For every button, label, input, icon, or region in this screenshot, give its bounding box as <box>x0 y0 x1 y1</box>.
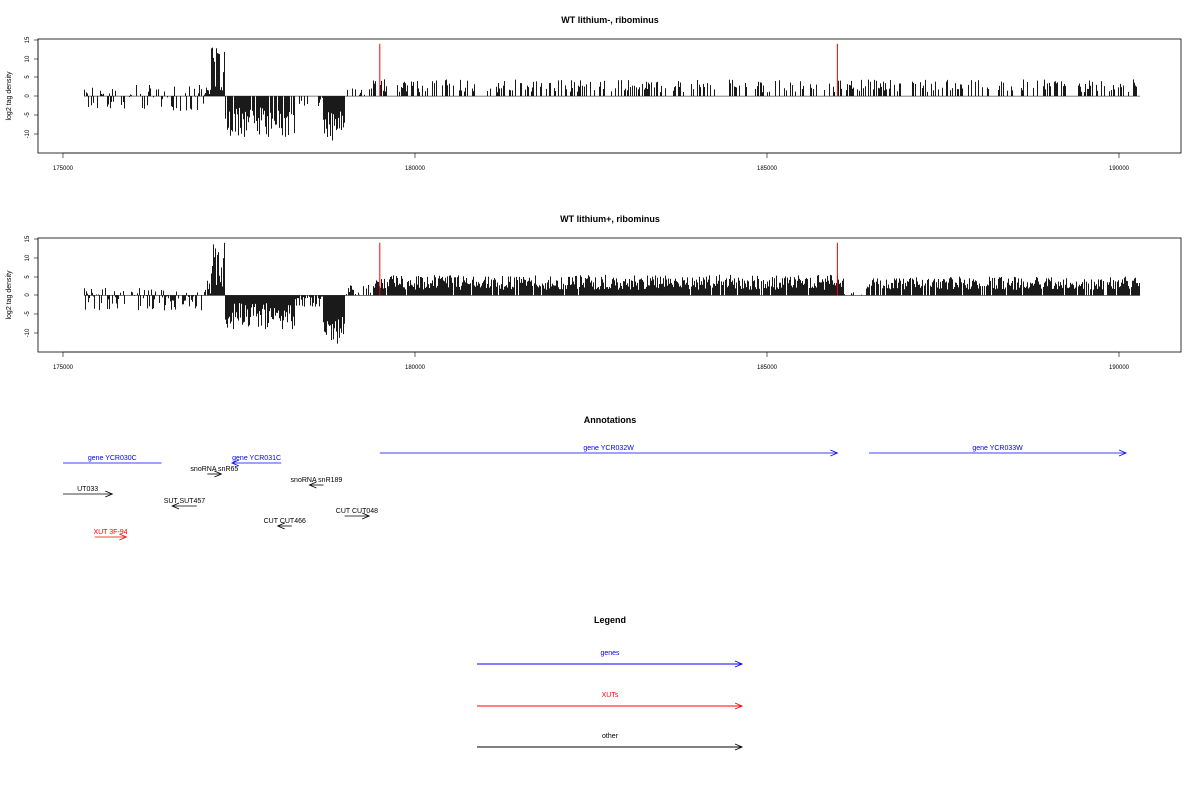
feature-label: snoRNA snR189 <box>291 477 343 484</box>
annotation-feature: UT033 <box>63 486 114 498</box>
arrow-left-icon <box>171 502 180 510</box>
annotation-feature: XUT 3F-94 <box>93 529 128 541</box>
annotation-feature: CUT CUT466 <box>264 518 306 530</box>
x-axis: 175000 180000 185000 190000 <box>53 152 1130 172</box>
x-tick-label: 175000 <box>53 166 74 172</box>
y-axis: 15 10 5 0 -5 -10 log2 tag density <box>6 235 39 337</box>
y-tick-label: 15 <box>25 235 31 242</box>
arrow-right-icon <box>214 470 223 478</box>
x-tick-label: 175000 <box>53 365 74 371</box>
annotations-track: Annotations gene YCR030C gene YCR031C snoR… <box>63 415 1128 541</box>
arrow-right-icon <box>105 490 114 498</box>
legend-label: other <box>602 733 619 740</box>
feature-label: XUT 3F-94 <box>93 529 127 536</box>
feature-label: CUT CUT466 <box>264 518 306 525</box>
legend-label: genes <box>600 650 620 657</box>
arrow-left-icon <box>230 459 240 467</box>
legend-item: other <box>477 733 744 751</box>
feature-label: gene YCR030C <box>88 455 137 462</box>
annotation-feature: snoRNA snR189 <box>291 477 343 489</box>
y-tick-label: 10 <box>25 55 31 62</box>
arrow-right-icon <box>734 702 744 710</box>
y-tick-label: -10 <box>25 328 31 337</box>
y-tick-label: 0 <box>25 293 31 297</box>
y-axis-label: log2 tag density <box>6 71 13 121</box>
annotation-feature: CUT CUT048 <box>336 508 378 520</box>
track-panel-lithium-plus: WT lithium+, ribominus 15 10 5 0 -5 -10 … <box>6 214 1182 371</box>
y-tick-label: 10 <box>25 254 31 261</box>
y-axis: 15 10 5 0 -5 -10 log2 tag density <box>6 36 39 138</box>
x-tick-label: 180000 <box>405 365 426 371</box>
feature-label: SUT SUT457 <box>164 498 206 505</box>
legend-item: XUTs <box>477 692 744 710</box>
track-panel-lithium-minus: WT lithium-, ribominus 15 10 5 0 -5 -10 … <box>6 15 1182 172</box>
legend-label: XUTs <box>602 692 619 699</box>
signal-bars <box>84 242 1141 344</box>
annotation-feature: snoRNA snR65 <box>190 466 238 478</box>
feature-label: snoRNA snR65 <box>190 466 238 473</box>
arrow-right-icon <box>830 449 839 457</box>
arrow-right-icon <box>734 743 744 751</box>
legend-items: genes XUTs other <box>477 650 744 751</box>
feature-label: gene YCR032W <box>583 445 634 452</box>
y-axis-label: log2 tag density <box>6 270 13 320</box>
x-tick-label: 185000 <box>757 365 778 371</box>
x-tick-label: 190000 <box>1109 166 1130 172</box>
signal-bars <box>84 43 1141 141</box>
feature-label: UT033 <box>77 486 98 493</box>
legend: Legend genes XUTs other <box>477 615 744 751</box>
arrow-right-icon <box>362 512 371 520</box>
feature-label: gene YCR033W <box>972 445 1023 452</box>
annotation-feature: gene YCR031C <box>230 455 282 467</box>
y-tick-label: -5 <box>25 311 31 317</box>
y-tick-label: 5 <box>25 75 31 79</box>
y-tick-label: -10 <box>25 129 31 138</box>
arrow-right-icon <box>734 660 744 668</box>
y-tick-label: 5 <box>25 275 31 279</box>
x-tick-label: 180000 <box>405 166 426 172</box>
y-tick-label: 0 <box>25 94 31 98</box>
legend-title: Legend <box>594 615 626 625</box>
annotation-feature: gene YCR030C <box>63 455 162 464</box>
annotation-feature: gene YCR033W <box>869 445 1128 457</box>
arrow-right-icon <box>119 533 128 541</box>
annotation-feature: SUT SUT457 <box>164 498 206 510</box>
panel-title: WT lithium-, ribominus <box>561 15 659 25</box>
annotation-features: gene YCR030C gene YCR031C snoRNA snR65 gene… <box>63 445 1128 541</box>
annotation-feature: gene YCR032W <box>379 445 839 457</box>
y-tick-label: 15 <box>25 36 31 43</box>
feature-label: CUT CUT048 <box>336 508 378 515</box>
x-tick-label: 190000 <box>1109 365 1130 371</box>
x-axis: 175000 180000 185000 190000 <box>53 351 1130 371</box>
feature-label: gene YCR031C <box>232 455 281 462</box>
arrow-right-icon <box>1118 449 1128 457</box>
annotations-title: Annotations <box>584 415 637 425</box>
arrow-left-icon <box>276 522 285 530</box>
x-tick-label: 185000 <box>757 166 778 172</box>
panel-title: WT lithium+, ribominus <box>560 214 660 224</box>
legend-item: genes <box>477 650 744 668</box>
arrow-left-icon <box>308 481 317 489</box>
y-tick-label: -5 <box>25 112 31 118</box>
